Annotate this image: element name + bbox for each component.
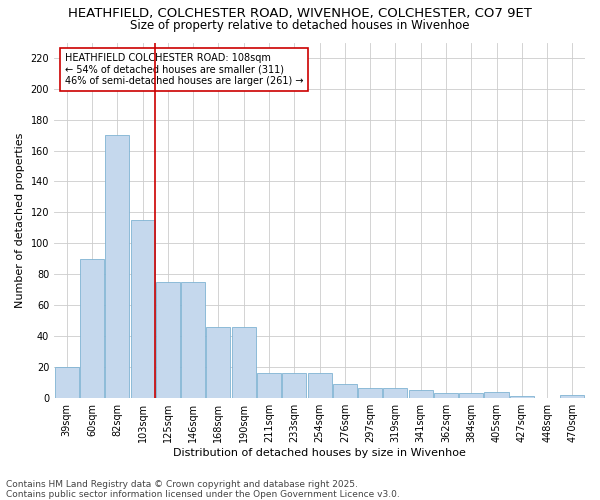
Bar [358, 388, 382, 398]
Bar [510, 396, 534, 398]
Bar [206, 326, 230, 398]
Bar [232, 326, 256, 398]
Bar [409, 390, 433, 398]
Bar [434, 393, 458, 398]
Bar [257, 373, 281, 398]
Bar [181, 282, 205, 398]
Bar [459, 393, 483, 398]
Bar [560, 394, 584, 398]
Bar [383, 388, 407, 398]
Y-axis label: Number of detached properties: Number of detached properties [15, 132, 25, 308]
Bar [80, 258, 104, 398]
Text: Contains HM Land Registry data © Crown copyright and database right 2025.
Contai: Contains HM Land Registry data © Crown c… [6, 480, 400, 499]
Bar [484, 392, 509, 398]
Text: HEATHFIELD, COLCHESTER ROAD, WIVENHOE, COLCHESTER, CO7 9ET: HEATHFIELD, COLCHESTER ROAD, WIVENHOE, C… [68, 8, 532, 20]
Text: HEATHFIELD COLCHESTER ROAD: 108sqm
← 54% of detached houses are smaller (311)
46: HEATHFIELD COLCHESTER ROAD: 108sqm ← 54%… [65, 53, 303, 86]
Text: Size of property relative to detached houses in Wivenhoe: Size of property relative to detached ho… [130, 18, 470, 32]
Bar [55, 367, 79, 398]
Bar [105, 135, 129, 398]
Bar [308, 373, 332, 398]
Bar [131, 220, 155, 398]
Bar [333, 384, 357, 398]
X-axis label: Distribution of detached houses by size in Wivenhoe: Distribution of detached houses by size … [173, 448, 466, 458]
Bar [156, 282, 180, 398]
Bar [282, 373, 306, 398]
